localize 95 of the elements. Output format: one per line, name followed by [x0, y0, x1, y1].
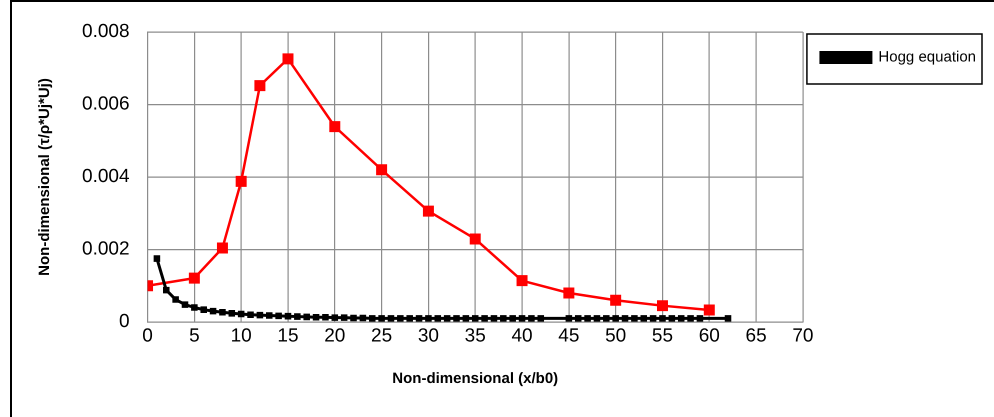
point — [659, 315, 666, 322]
point — [724, 315, 732, 322]
x-tick-label: 35 — [464, 326, 486, 347]
point — [490, 315, 498, 322]
point — [378, 315, 385, 322]
point — [216, 242, 228, 254]
y-tick-label: 0.002 — [82, 238, 130, 260]
x-axis-title: Non-dimensional (x/b0) — [392, 370, 558, 388]
y-tick-label: 0.004 — [82, 166, 130, 188]
point — [518, 315, 526, 322]
point — [687, 315, 694, 322]
point — [668, 315, 676, 322]
point — [563, 288, 574, 298]
point — [444, 315, 450, 322]
point — [210, 308, 216, 314]
point — [360, 314, 366, 322]
point — [247, 311, 254, 318]
point — [332, 314, 338, 321]
x-tick-label: 30 — [418, 326, 439, 347]
point — [622, 315, 628, 322]
point — [303, 314, 310, 320]
x-tick-label: 15 — [277, 326, 299, 347]
y-axis-title: Non-dimensional (τ/ρ*Uj*Uj) — [36, 78, 54, 276]
point — [350, 314, 357, 322]
point — [538, 315, 544, 322]
x-tick-label: 65 — [746, 326, 767, 347]
point — [340, 314, 348, 321]
point — [329, 121, 340, 132]
point — [312, 314, 320, 321]
point — [470, 233, 481, 244]
x-tick-label: 70 — [792, 326, 814, 347]
point — [650, 315, 656, 322]
x-tick-label: 5 — [189, 326, 200, 347]
point — [516, 275, 528, 286]
point — [566, 315, 572, 322]
point — [282, 53, 294, 64]
point — [154, 255, 160, 262]
point — [236, 176, 247, 187]
x-tick-label: 25 — [371, 326, 392, 347]
point — [422, 206, 434, 217]
point — [610, 294, 622, 306]
point — [678, 315, 684, 322]
point — [425, 315, 432, 322]
point — [434, 315, 442, 322]
point — [574, 315, 582, 322]
point — [219, 308, 226, 316]
legend-label: Hogg equation — [878, 48, 976, 66]
point — [704, 304, 715, 316]
point — [528, 315, 535, 322]
x-tick-label: 60 — [698, 326, 720, 347]
point — [322, 314, 329, 321]
point — [594, 315, 600, 322]
point — [406, 315, 413, 322]
point — [500, 315, 507, 322]
y-tick-label: 0.006 — [82, 94, 130, 115]
point — [453, 315, 460, 322]
point — [462, 315, 470, 322]
point — [416, 315, 422, 322]
point — [640, 315, 648, 322]
point — [612, 315, 619, 322]
point — [275, 312, 282, 320]
point — [182, 301, 188, 308]
point — [472, 315, 478, 322]
point — [254, 80, 266, 92]
point — [163, 286, 170, 294]
x-tick-label: 0 — [142, 326, 153, 347]
x-tick-label: 10 — [230, 326, 252, 347]
point — [481, 315, 488, 322]
point — [368, 315, 376, 322]
y-tick-label: 0.008 — [82, 21, 130, 42]
x-tick-label: 40 — [511, 326, 533, 347]
point — [228, 310, 236, 317]
point — [388, 315, 394, 322]
point — [584, 315, 591, 322]
point — [256, 312, 264, 318]
point — [696, 315, 704, 322]
x-tick-label: 20 — [324, 326, 346, 347]
point — [191, 304, 198, 311]
point — [294, 313, 301, 320]
x-tick-label: 50 — [605, 326, 626, 347]
point — [603, 315, 610, 322]
point — [631, 315, 638, 322]
x-tick-label: 45 — [558, 326, 580, 347]
point — [172, 296, 179, 303]
y-tick-label: 0 — [118, 311, 130, 332]
point — [656, 300, 668, 312]
x-tick-label: 55 — [652, 326, 674, 347]
point — [188, 272, 200, 284]
point — [509, 315, 516, 322]
point — [376, 164, 388, 176]
point — [200, 306, 207, 313]
point — [238, 310, 244, 318]
point — [284, 312, 292, 320]
point — [266, 312, 273, 319]
point — [397, 315, 404, 322]
